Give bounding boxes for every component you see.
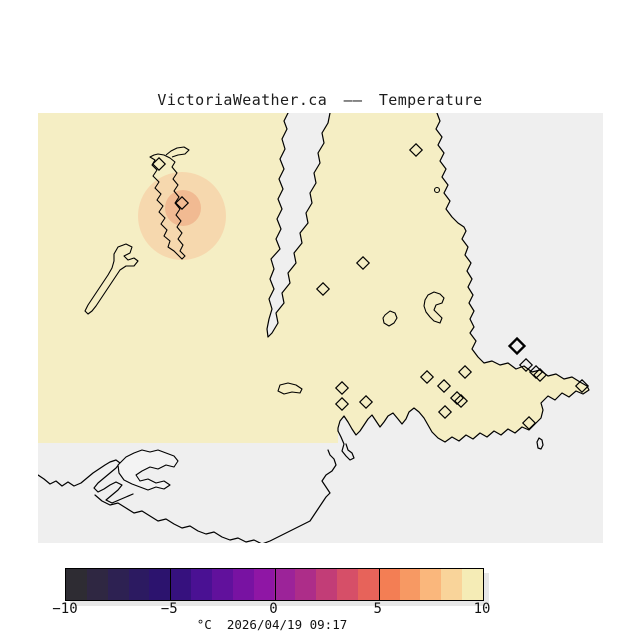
colorbar-tick-label: −10: [52, 601, 78, 617]
colorbar-segment: [316, 569, 337, 600]
colorbar: [65, 568, 484, 601]
station-diamond: [528, 364, 544, 380]
station-diamond: [532, 367, 548, 383]
colorbar-segment: [149, 569, 171, 600]
station-diamond: [315, 281, 331, 297]
colorbar-segment: [336, 569, 358, 600]
page-title: VictoriaWeather.ca –– Temperature: [157, 91, 483, 109]
station-diamond: [453, 393, 469, 409]
temperature-map: [38, 113, 603, 543]
station-diamond: [574, 378, 590, 394]
inlet-north-arm: [165, 146, 190, 158]
spit-coastline: [337, 430, 355, 461]
colorbar-segment: [86, 569, 108, 600]
lake-elongated: [84, 243, 139, 315]
south-shore-coastline-main: [94, 449, 337, 543]
colorbar-segment: [295, 569, 317, 600]
colorbar-segment: [232, 569, 254, 600]
lake-tiny: [433, 186, 441, 194]
station-diamond: [355, 255, 371, 271]
colorbar-tick-label: −5: [160, 601, 178, 617]
colorbar-segment: [107, 569, 129, 600]
station-diamond: [521, 415, 537, 431]
station-diamond: [457, 364, 473, 380]
station-diamond: [334, 380, 350, 396]
station-diamond: [358, 394, 374, 410]
station-diamond: [174, 195, 190, 211]
station-diamond: [334, 396, 350, 412]
inlet-coastline: [266, 113, 331, 338]
colorbar-unit-and-timestamp: °C 2026/04/19 09:17: [196, 617, 348, 632]
colorbar-segment: [462, 569, 483, 600]
colorbar-segment: [399, 569, 421, 600]
colorbar-segment: [420, 569, 442, 600]
south-shore-coastline-west: [38, 459, 134, 504]
colorbar-tick-label: 5: [373, 601, 382, 617]
colorbar-segment: [378, 569, 400, 600]
colorbar-segment: [253, 569, 275, 600]
colorbar-tick-label: 10: [473, 601, 491, 617]
tod-inlet-coastline: [149, 153, 186, 260]
lake-elk: [423, 291, 445, 324]
station-markers: [151, 142, 590, 431]
station-diamond: [151, 156, 167, 172]
small-island: [536, 437, 544, 450]
lake-small-round: [382, 310, 398, 327]
colorbar-tick-line: [170, 569, 172, 600]
colorbar-tick-line: [274, 569, 276, 600]
lake-small-west: [277, 382, 303, 395]
station-diamond: [518, 357, 534, 373]
colorbar-segment: [191, 569, 212, 600]
colorbar-segment: [128, 569, 150, 600]
station-diamond: [436, 378, 452, 394]
colorbar-segment: [211, 569, 233, 600]
south-shore-island: [117, 449, 179, 491]
colorbar-segment: [66, 569, 87, 600]
colorbar-tick-label: 0: [269, 601, 278, 617]
colorbar-segment: [441, 569, 463, 600]
station-diamond: [449, 390, 465, 406]
colorbar-segment: [274, 569, 296, 600]
station-diamond: [408, 142, 424, 158]
colorbar-segment: [170, 569, 192, 600]
station-diamond: [419, 369, 435, 385]
station-diamond: [437, 404, 453, 420]
colorbar-segment: [357, 569, 379, 600]
peninsula-coastline: [337, 113, 590, 443]
station-diamond-primary: [507, 336, 527, 356]
colorbar-tick-line: [378, 569, 380, 600]
